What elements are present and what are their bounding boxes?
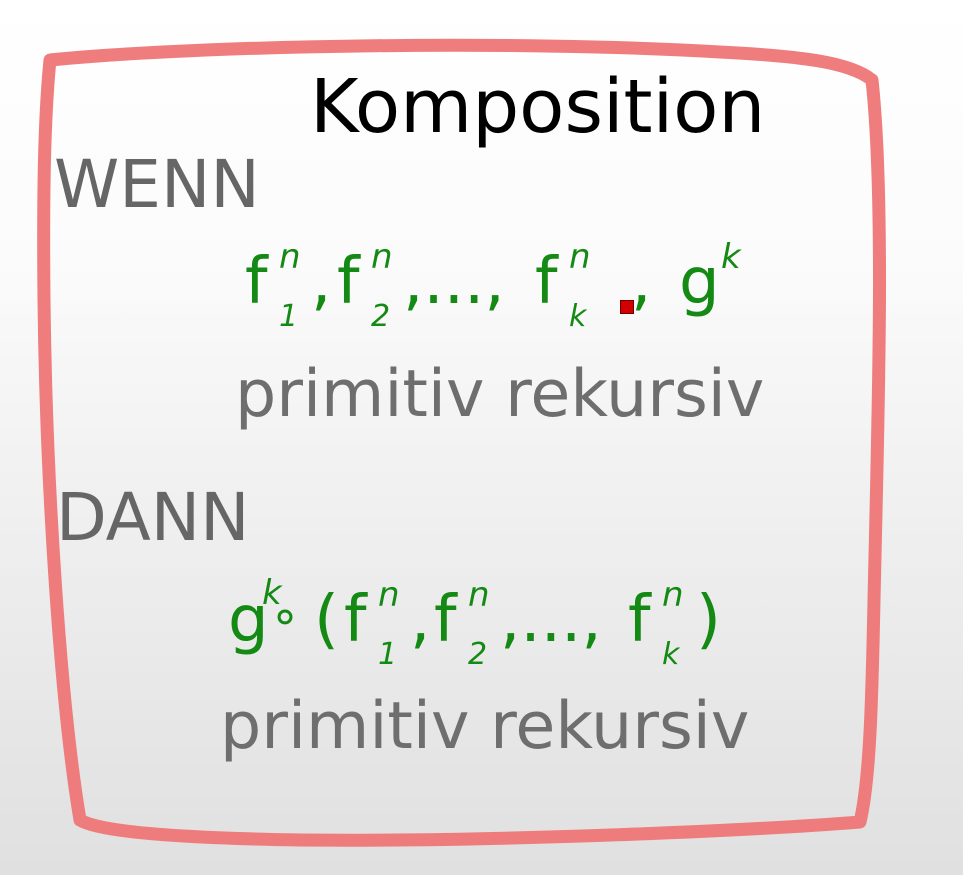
function-name: f <box>434 583 457 657</box>
subscript: k <box>569 299 587 334</box>
subscript: 1 <box>279 299 299 334</box>
superscript: n <box>569 237 591 277</box>
pointer-marker <box>620 300 634 314</box>
function-name: f <box>344 583 367 657</box>
comma: , <box>311 245 332 319</box>
comma: , <box>410 583 431 657</box>
function-name: f <box>535 245 558 319</box>
superscript: k <box>262 573 282 613</box>
subscript: 1 <box>378 637 398 672</box>
compose-symbol: ∘ <box>270 588 301 644</box>
slide-title: Komposition <box>310 64 766 150</box>
subscript: k <box>662 637 680 672</box>
subscript: 2 <box>468 637 488 672</box>
superscript: n <box>279 237 301 277</box>
property-text: primitiv rekursiv <box>235 357 765 432</box>
superscript: n <box>371 237 393 277</box>
comma: , <box>631 245 652 319</box>
function-name: f <box>628 583 651 657</box>
superscript: k <box>721 237 741 277</box>
open-paren: ( <box>314 583 339 657</box>
ellipsis: ,..., <box>500 583 602 657</box>
ellipsis: ,..., <box>403 245 505 319</box>
close-paren: ) <box>696 583 721 657</box>
function-name: g <box>228 583 269 657</box>
function-name: f <box>337 245 360 319</box>
property-text: primitiv rekursiv <box>220 689 750 764</box>
superscript: n <box>468 575 490 615</box>
superscript: n <box>662 575 684 615</box>
function-name: f <box>245 245 268 319</box>
superscript: n <box>378 575 400 615</box>
function-name: g <box>679 245 720 319</box>
subscript: 2 <box>371 299 391 334</box>
then-keyword: DANN <box>56 479 250 556</box>
if-keyword: WENN <box>54 146 260 223</box>
